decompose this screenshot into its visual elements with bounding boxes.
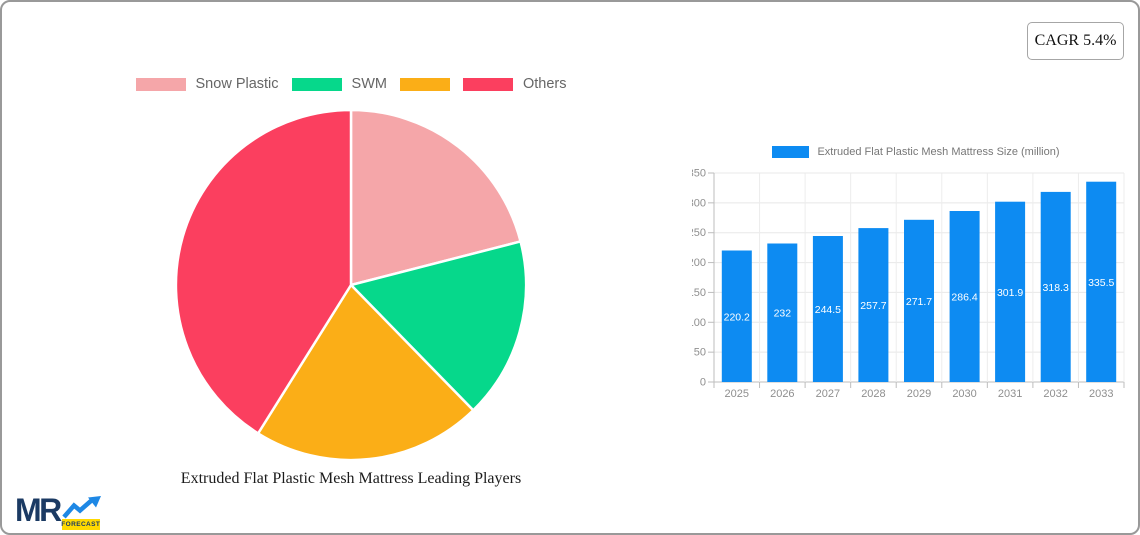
bar-value-label: 232: [774, 308, 792, 320]
pie-title: Extruded Flat Plastic Mesh Mattress Lead…: [180, 470, 522, 487]
bar[interactable]: [858, 228, 889, 382]
bar[interactable]: [812, 236, 843, 382]
x-axis-label: 2027: [816, 388, 840, 400]
bar-value-label: 244.5: [815, 304, 841, 316]
bar-value-label: 318.3: [1043, 282, 1069, 294]
bar-value-label: 220.2: [724, 311, 750, 323]
mr-logo-text: MR: [15, 492, 62, 528]
x-axis-label: 2030: [952, 388, 976, 400]
bar-legend-label: Extruded Flat Plastic Mesh Mattress Size…: [817, 146, 1060, 158]
bar[interactable]: [767, 243, 798, 383]
pie-legend: Snow Plastic SWM Others: [112, 74, 590, 94]
bar-value-label: 335.5: [1088, 277, 1114, 289]
y-axis-label: 250: [692, 227, 706, 239]
legend-swatch: [135, 77, 186, 91]
bar[interactable]: [904, 219, 934, 382]
pie-chart: Snow Plastic SWM Others Extruded Flat Plas…: [112, 74, 590, 488]
y-axis-label: 0: [700, 377, 706, 389]
legend-item[interactable]: Others: [462, 76, 567, 92]
x-axis-label: 2028: [861, 388, 885, 400]
pie-svg: [174, 108, 528, 462]
x-axis-label: 2031: [998, 388, 1022, 400]
legend-swatch: [399, 77, 450, 91]
legend-swatch: [291, 77, 342, 91]
pie-slice[interactable]: [256, 283, 475, 462]
legend-label: SWM: [351, 76, 387, 92]
x-axis-label: 2032: [1043, 388, 1067, 400]
bar[interactable]: [1086, 181, 1117, 382]
legend-item[interactable]: Snow Plastic: [135, 76, 279, 92]
x-axis-label: 2025: [725, 388, 749, 400]
x-axis-label: 2026: [770, 388, 794, 400]
y-axis-label: 300: [692, 197, 706, 209]
mr-forecast-logo[interactable]: MR FORECAST: [15, 494, 102, 530]
bar-value-label: 271.7: [906, 296, 932, 308]
cagr-badge: CAGR 5.4%: [1027, 22, 1124, 60]
y-axis-label: 150: [692, 287, 706, 299]
x-axis-label: 2033: [1089, 388, 1113, 400]
x-axis-label: 2029: [907, 388, 931, 400]
bar-legend-swatch: [772, 146, 810, 158]
y-axis-label: 200: [692, 257, 706, 269]
y-axis-label: 50: [694, 347, 706, 359]
y-axis-label: 350: [692, 168, 706, 180]
legend-label: Snow Plastic: [195, 76, 279, 92]
bar[interactable]: [949, 211, 980, 382]
pie-slice[interactable]: [349, 108, 522, 287]
legend-item[interactable]: [399, 77, 450, 91]
bar-value-label: 257.7: [860, 300, 886, 312]
forecast-badge: FORECAST: [61, 519, 101, 530]
legend-swatch: [462, 77, 513, 91]
bar-value-label: 301.9: [997, 287, 1023, 299]
cagr-label: CAGR 5.4%: [1034, 32, 1117, 49]
bar-svg: 0 50 100 150 200 250 300 350 220.2 2025 232 2026 244…: [692, 168, 1125, 400]
bar-chart: Extruded Flat Plastic Mesh Mattress Size…: [692, 144, 1138, 416]
pie-slice[interactable]: [349, 240, 528, 412]
bar[interactable]: [995, 201, 1026, 382]
bar-value-label: 286.4: [951, 291, 977, 303]
legend-item[interactable]: SWM: [291, 76, 387, 92]
y-axis-label: 100: [692, 317, 706, 329]
trend-arrow-icon: [62, 496, 101, 519]
bar[interactable]: [1040, 191, 1071, 382]
bar[interactable]: [721, 250, 752, 383]
legend-label: Others: [522, 76, 567, 92]
bar-legend[interactable]: Extruded Flat Plastic Mesh Mattress Size…: [692, 144, 1138, 160]
pie-slice[interactable]: [174, 108, 353, 435]
